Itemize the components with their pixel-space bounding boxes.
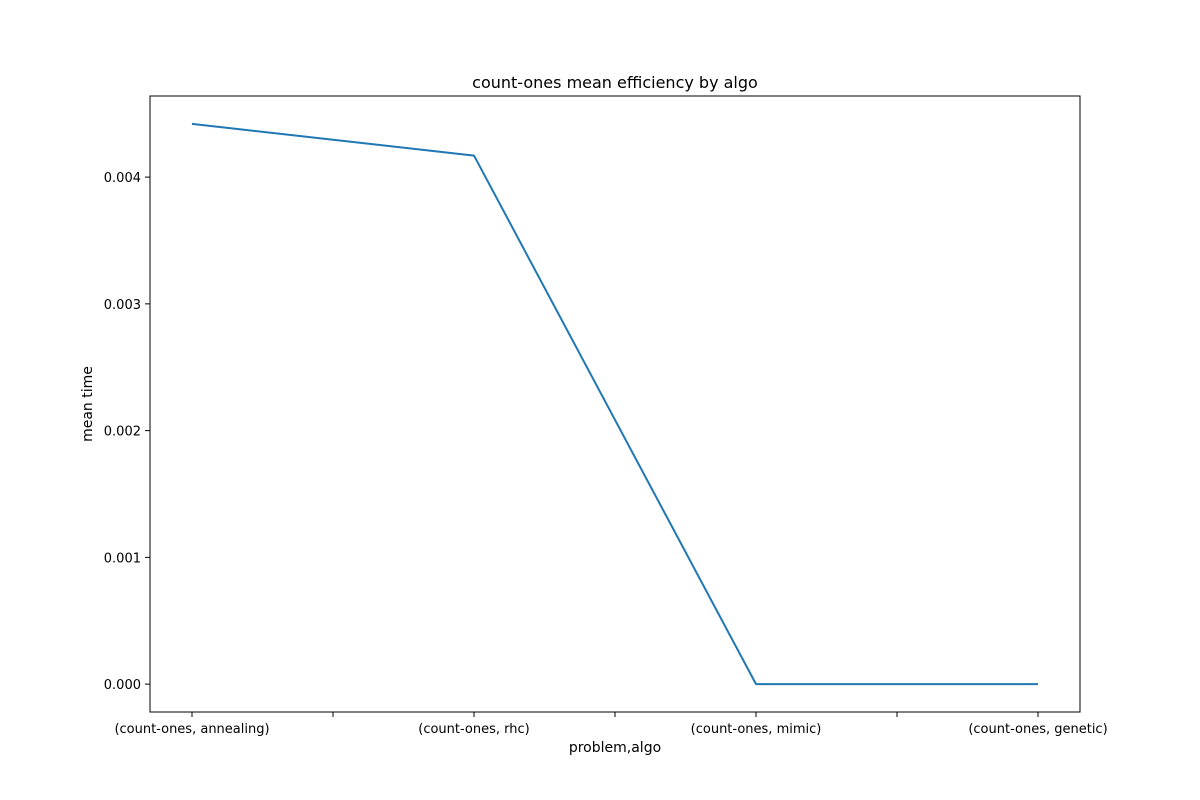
y-tick-label: 0.002: [104, 425, 141, 440]
x-tick-label: (count-ones, rhc): [418, 722, 529, 737]
plot-area: 0.000 0.001 0.002 0.003 0.004 (count-ones, a…: [104, 95, 1108, 737]
y-axis-ticks: 0.000 0.001 0.002 0.003 0.004: [104, 171, 150, 693]
x-tick-label: (count-ones, mimic): [691, 722, 822, 737]
series-layer: [191, 122, 1038, 686]
chart-title: count-ones mean efficiency by algo: [472, 73, 758, 92]
y-tick-label: 0.004: [104, 171, 141, 186]
series-line: [191, 122, 1038, 686]
x-tick-label: (count-ones, genetic): [968, 722, 1107, 737]
y-tick-label: 0.003: [104, 298, 141, 313]
x-axis-label: problem,algo: [569, 740, 661, 756]
y-axis-label: mean time: [80, 366, 96, 442]
y-tick-label: 0.000: [104, 678, 141, 693]
y-tick-label: 0.001: [104, 551, 141, 566]
x-tick-label: (count-ones, annealing): [114, 722, 269, 737]
x-axis-ticks: (count-ones, annealing) (count-ones, rhc)…: [114, 712, 1108, 737]
